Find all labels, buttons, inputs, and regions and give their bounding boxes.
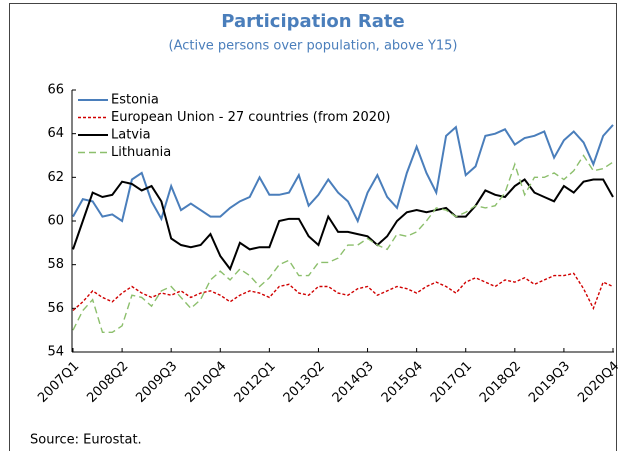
chart-title: Participation Rate <box>221 11 404 32</box>
x-tick-label: 2009Q3 <box>133 359 180 406</box>
series-line <box>72 124 614 224</box>
x-tick-label: 2020Q4 <box>575 359 622 406</box>
legend-label: Lithuania <box>111 145 171 160</box>
y-tick-label: 54 <box>47 345 64 360</box>
y-tick-label: 66 <box>47 83 64 98</box>
series-line <box>72 272 614 312</box>
x-tick-label: 2019Q3 <box>526 359 573 406</box>
chart-subtitle: (Active persons over population, above Y… <box>169 39 458 54</box>
legend-label: Estonia <box>111 93 159 108</box>
y-tick-label: 62 <box>47 170 64 185</box>
legend-label: European Union - 27 countries (from 2020… <box>111 110 390 125</box>
y-tick-label: 56 <box>47 301 64 316</box>
series-line <box>72 154 614 334</box>
x-tick-label: 2017Q1 <box>428 359 475 406</box>
source-note: Source: Eurostat. <box>30 433 142 448</box>
x-tick-label: 2008Q2 <box>84 359 131 406</box>
x-tick-label: 2012Q1 <box>232 359 279 406</box>
frame <box>9 3 617 451</box>
y-tick-label: 58 <box>47 257 64 272</box>
x-tick-label: 2015Q4 <box>379 359 426 406</box>
x-tick-label: 2007Q1 <box>35 359 82 406</box>
y-tick-label: 60 <box>47 214 64 229</box>
y-tick-label: 64 <box>47 126 64 141</box>
x-tick-label: 2014Q3 <box>330 359 377 406</box>
series-line <box>72 178 614 272</box>
x-tick-label: 2013Q2 <box>281 359 328 406</box>
x-tick-label: 2018Q2 <box>477 359 524 406</box>
x-tick-label: 2010Q4 <box>182 359 229 406</box>
legend-label: Latvia <box>111 128 151 143</box>
